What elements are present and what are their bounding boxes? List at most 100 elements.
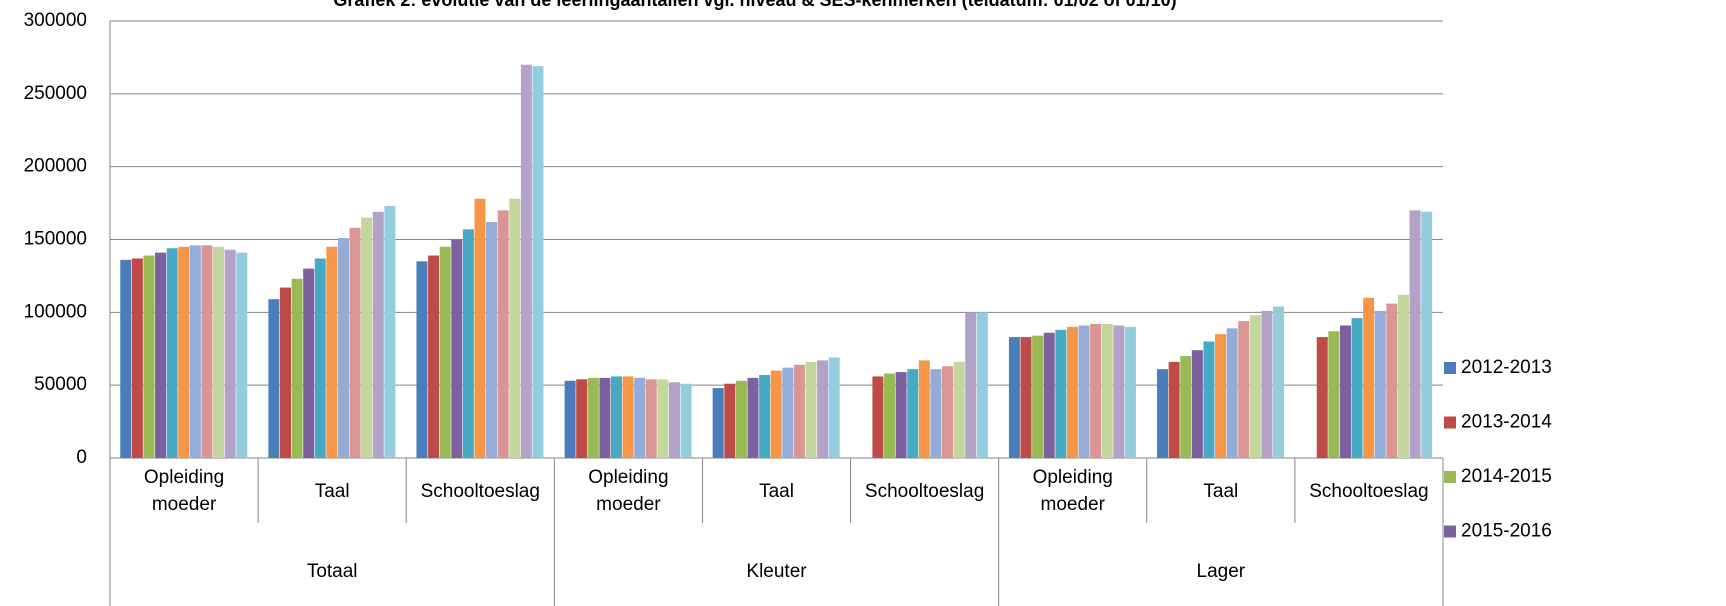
x-tick-label: Schooltoeslag (1309, 480, 1429, 502)
bar (474, 198, 486, 459)
bar (166, 248, 178, 458)
bar (361, 217, 373, 458)
bar (236, 252, 248, 458)
bar (1055, 329, 1067, 458)
bar (622, 376, 634, 458)
bar (1261, 310, 1273, 458)
bar (131, 258, 143, 458)
bar (1409, 210, 1421, 458)
bar (828, 357, 840, 458)
bar (668, 382, 680, 458)
bar (930, 369, 942, 458)
bar (462, 229, 474, 458)
bar (1157, 369, 1169, 458)
bar (1351, 318, 1363, 458)
chart-title: Grafiek 2: evolutie van de leerlingaanta… (333, 0, 1176, 10)
bar (747, 377, 759, 458)
bar (178, 246, 190, 458)
y-tick-label: 200000 (24, 156, 87, 177)
bar (918, 360, 930, 458)
legend-swatch (1444, 471, 1456, 483)
legend-label: 2014-2015 (1461, 466, 1552, 487)
bar (884, 373, 896, 458)
bar (965, 312, 977, 458)
group-label: Lager (1196, 560, 1246, 582)
bar (735, 380, 747, 458)
bar (268, 299, 280, 458)
x-tick-label: Opleiding moeder (143, 467, 225, 515)
bar (724, 383, 736, 458)
bar (657, 379, 669, 458)
bar (817, 360, 829, 458)
bar (384, 205, 396, 458)
bar (1215, 334, 1227, 458)
bar (213, 246, 225, 458)
bar (564, 380, 576, 458)
bar (439, 246, 451, 458)
bar (1421, 211, 1433, 458)
bar (486, 222, 498, 458)
bar (587, 377, 599, 458)
bar (907, 369, 919, 458)
bar (793, 364, 805, 458)
bar (770, 370, 782, 458)
group-label: Totaal (306, 560, 358, 582)
bar (1397, 294, 1409, 458)
bar (1101, 323, 1113, 458)
x-tick-label: Schooltoeslag (864, 480, 985, 502)
bar (451, 239, 463, 458)
x-tick-label: Taal (759, 480, 794, 502)
bar (1374, 310, 1386, 458)
bar (759, 374, 771, 458)
bar (279, 287, 291, 458)
x-tick-label: Taal (1203, 480, 1239, 502)
y-tick-label: 300000 (24, 10, 87, 31)
legend-label: 2013-2014 (1461, 412, 1552, 433)
bar (712, 388, 724, 458)
bar (645, 379, 657, 458)
bar (337, 238, 349, 458)
bar (610, 376, 622, 458)
bar (1168, 361, 1180, 458)
bar (1249, 315, 1261, 458)
bar (1124, 326, 1136, 458)
bar (942, 366, 954, 458)
bar (291, 278, 303, 458)
bar (326, 246, 338, 458)
bar (1043, 332, 1055, 458)
bar (634, 377, 646, 458)
bar (509, 198, 521, 459)
y-tick-label: 250000 (24, 83, 87, 104)
bar (1226, 328, 1238, 458)
bar (1078, 325, 1090, 458)
bar (1339, 325, 1351, 458)
legend-label: 2015-2016 (1461, 521, 1552, 542)
bar (953, 361, 965, 458)
bar (303, 268, 315, 458)
bar (576, 379, 588, 458)
bar (349, 227, 361, 458)
bar (1203, 341, 1215, 458)
bar (143, 255, 155, 458)
y-tick-label: 0 (76, 447, 87, 468)
y-tick-label: 150000 (24, 229, 87, 250)
bar (680, 383, 692, 458)
x-tick-label: Schooltoeslag (420, 480, 540, 502)
bar (155, 252, 167, 458)
bar (872, 376, 884, 458)
bar (224, 249, 236, 458)
group-label: Kleuter (746, 560, 807, 582)
bar (520, 64, 532, 458)
legend-swatch (1444, 525, 1456, 538)
bar (895, 372, 907, 458)
bar (1273, 306, 1285, 458)
bar (1090, 323, 1102, 458)
legend-label: 2012-2013 (1461, 357, 1552, 378)
bar (599, 377, 611, 458)
bar (782, 367, 794, 458)
bar (1238, 321, 1250, 458)
bar (532, 66, 544, 458)
x-tick-label: Opleiding moeder (1032, 467, 1113, 515)
